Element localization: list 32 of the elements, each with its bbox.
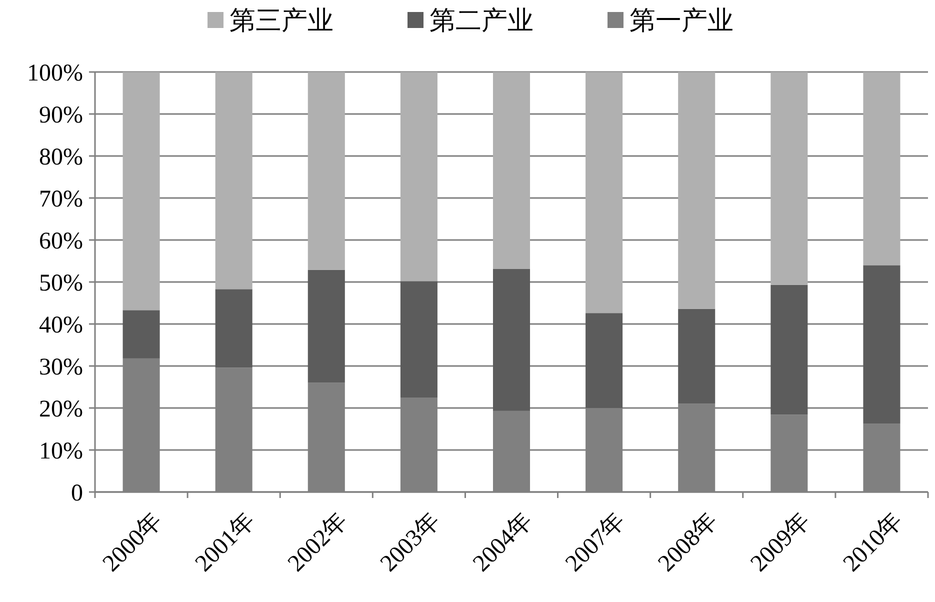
bar <box>122 72 160 310</box>
bar <box>215 72 252 290</box>
y-tick-label: 70% <box>39 186 83 212</box>
legend-label: 第三产业 <box>230 6 334 36</box>
y-tick-label: 20% <box>39 396 83 422</box>
bar <box>308 72 345 270</box>
bar <box>770 284 808 415</box>
bar <box>678 308 716 404</box>
y-tick-label: 60% <box>39 228 83 254</box>
y-tick-label: 90% <box>39 102 83 128</box>
y-tick-label: 10% <box>39 438 83 464</box>
legend-label: 第一产业 <box>630 6 734 36</box>
bar <box>308 270 345 383</box>
y-tick-label: 50% <box>39 270 83 296</box>
y-tick-label: 40% <box>39 312 83 338</box>
bar <box>400 281 438 398</box>
bar <box>586 313 623 408</box>
bar <box>400 72 438 282</box>
y-tick-label: 100% <box>27 60 83 86</box>
bar <box>215 289 252 368</box>
legend-label: 第二产业 <box>430 6 534 36</box>
y-tick-label: 30% <box>39 354 83 380</box>
bar <box>492 268 530 411</box>
bar <box>770 72 808 285</box>
bar <box>492 72 530 269</box>
bar <box>863 72 900 266</box>
y-tick-label: 0 <box>71 480 83 506</box>
bar <box>122 310 160 358</box>
y-tick-label: 80% <box>39 144 83 170</box>
bar <box>586 72 623 314</box>
bar <box>678 72 716 309</box>
bar <box>863 265 900 424</box>
